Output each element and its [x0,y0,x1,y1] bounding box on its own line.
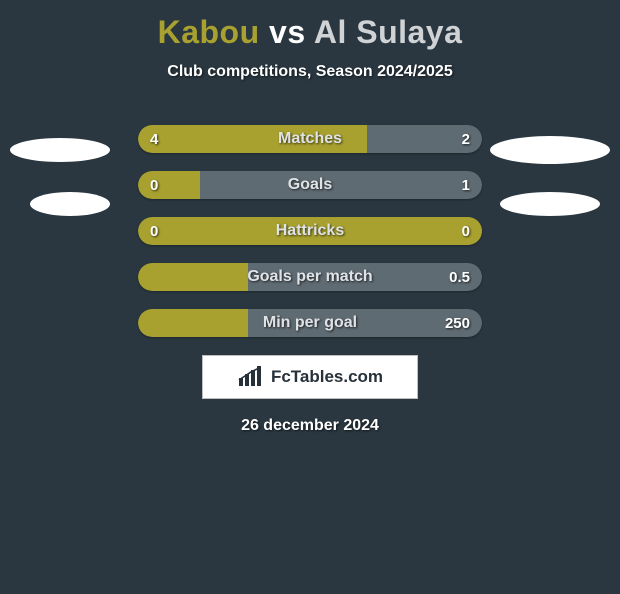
stat-value-right: 0.5 [449,263,470,291]
stat-row: 0Goals1 [138,171,482,199]
brand-text: FcTables.com [271,367,383,387]
title-player1: Kabou [158,14,260,50]
stat-row: 0Hattricks0 [138,217,482,245]
stat-row: 4Matches2 [138,125,482,153]
bars-icon [237,366,263,388]
stat-row: Min per goal250 [138,309,482,337]
stat-label: Matches [138,125,482,153]
title-player2: Al Sulaya [314,14,463,50]
decorative-oval [490,136,610,164]
subtitle: Club competitions, Season 2024/2025 [0,63,620,81]
stat-value-right: 2 [462,125,470,153]
date-text: 26 december 2024 [0,417,620,435]
stat-row: Goals per match0.5 [138,263,482,291]
stat-value-right: 0 [462,217,470,245]
decorative-oval [10,138,110,162]
stat-label: Min per goal [138,309,482,337]
stat-label: Goals [138,171,482,199]
brand-box: FcTables.com [202,355,418,399]
decorative-oval [30,192,110,216]
page-title: Kabou vs Al Sulaya [0,14,620,51]
stat-value-right: 1 [462,171,470,199]
stat-label: Hattricks [138,217,482,245]
stat-value-right: 250 [445,309,470,337]
title-vs: vs [269,14,306,50]
stat-label: Goals per match [138,263,482,291]
decorative-oval [500,192,600,216]
